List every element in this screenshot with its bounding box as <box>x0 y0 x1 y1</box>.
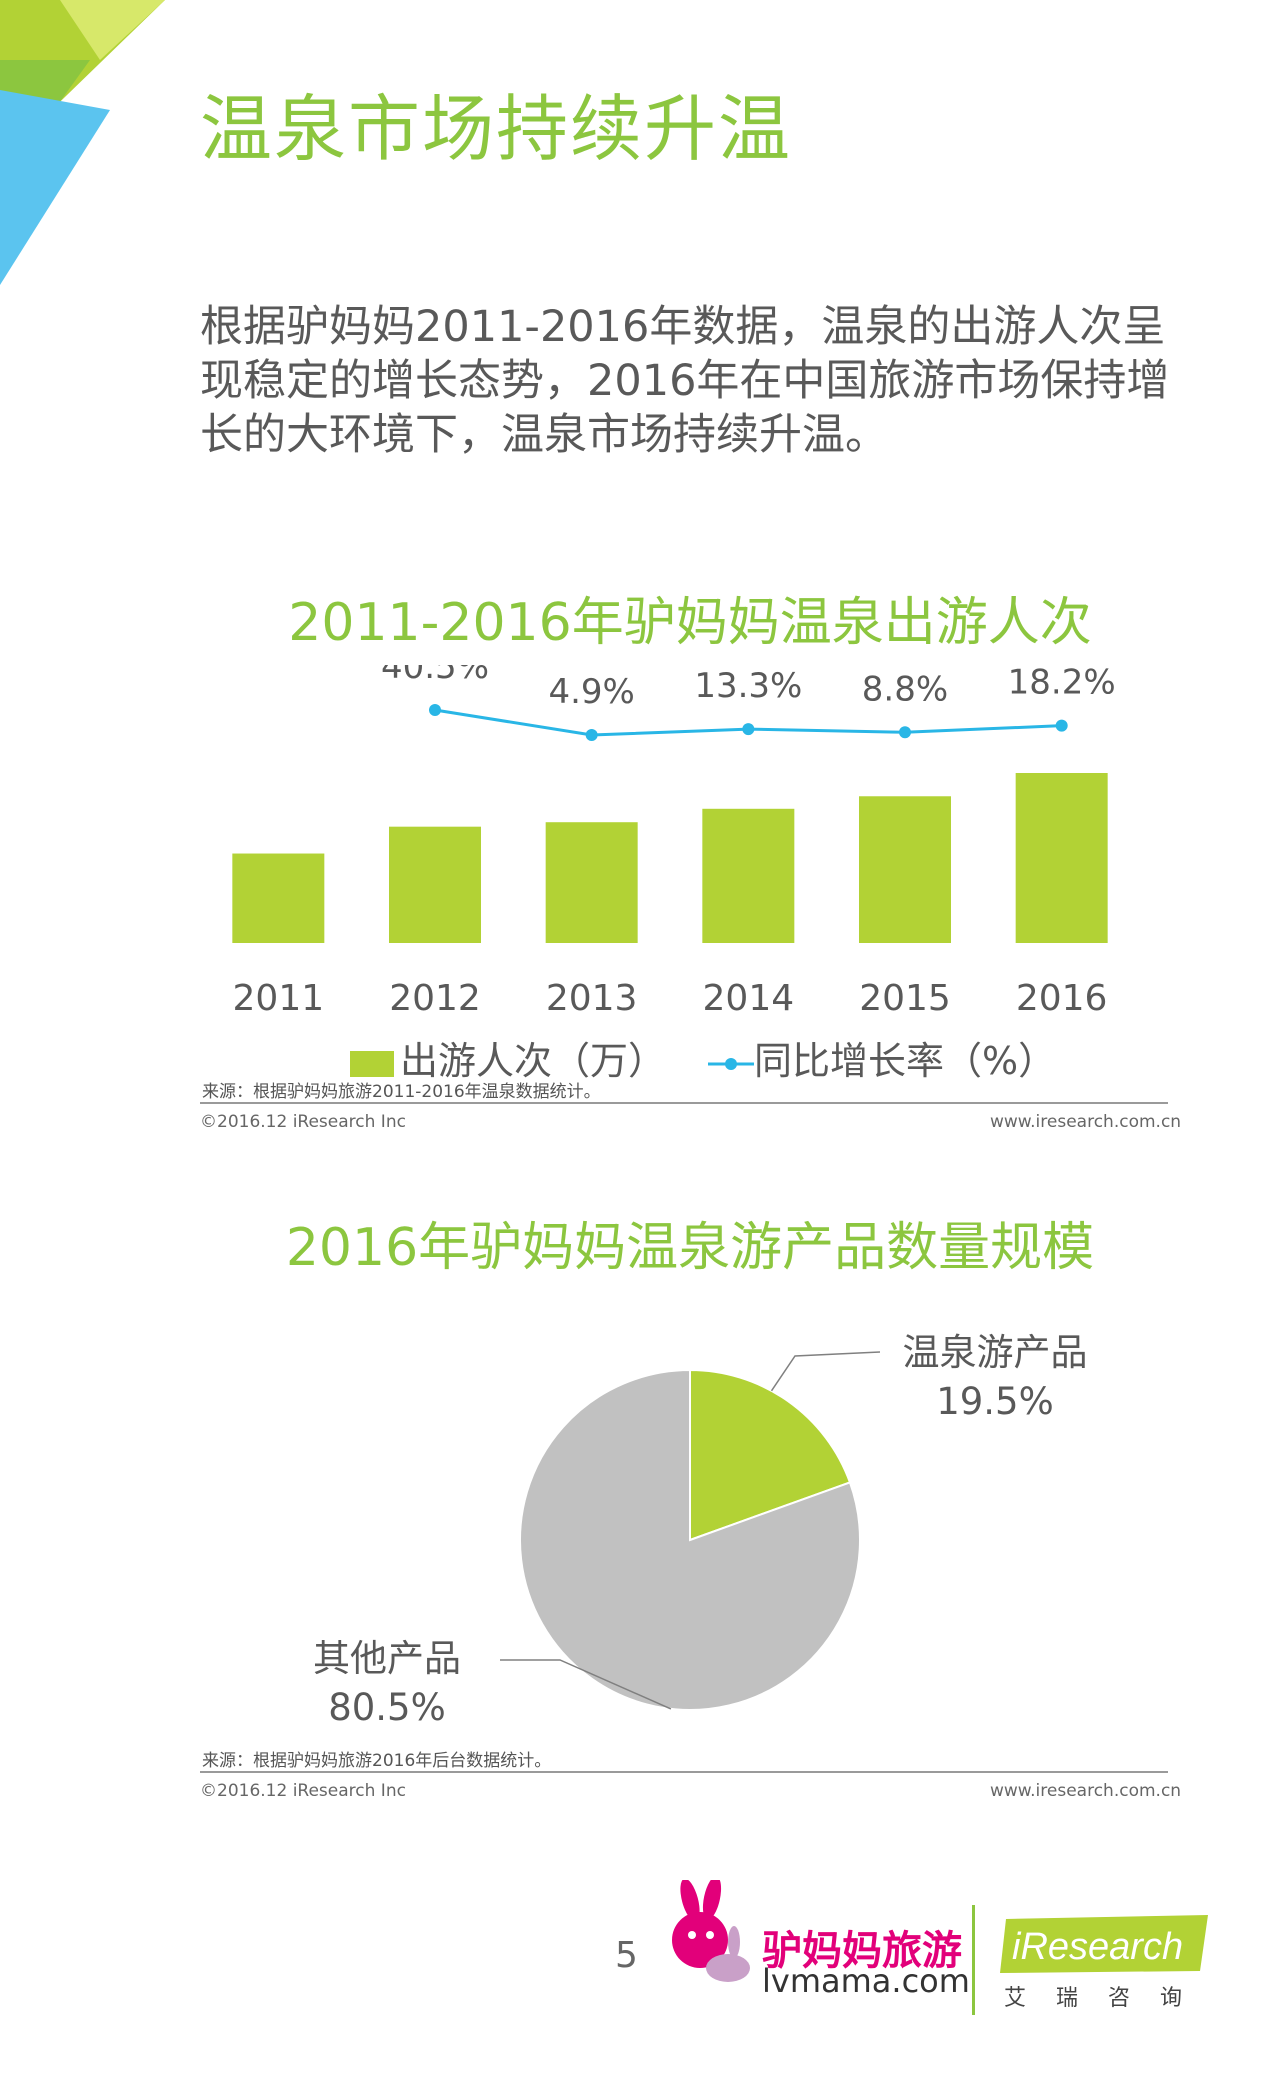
chart1-website: www.iresearch.com.cn <box>990 1112 1182 1132</box>
pie-slice-0 <box>689 1368 852 1542</box>
bar-2014 <box>702 808 795 943</box>
bar-2013 <box>545 822 638 943</box>
bar-line-chart: 2011 2012 40.5% 2013 4.9% 2014 13.3% 2015 8.8% 20… <box>232 665 1116 1019</box>
x-tick-2014: 2014 <box>703 978 795 1019</box>
lvmama-logo-domain: lvmama.com <box>762 1962 970 2000</box>
chart1-copyright: ©2016.12 iResearch Inc <box>200 1112 406 1132</box>
chart1-source: 来源：根据驴妈妈旅游2011-2016年温泉数据统计。 <box>202 1082 601 1102</box>
growth-point-2015 <box>899 726 911 739</box>
chart2-website: www.iresearch.com.cn <box>990 1781 1182 1801</box>
legend-line-label: 同比增长率（%） <box>754 1039 1057 1083</box>
growth-label-2015: 8.8% <box>862 669 948 709</box>
x-tick-2013: 2013 <box>546 978 638 1019</box>
iresearch-logo-text: iResearch <box>1012 1926 1183 1968</box>
bar-2015 <box>859 796 951 943</box>
chart2-copyright: ©2016.12 iResearch Inc <box>200 1781 406 1801</box>
pie-label-hot-spring: 温泉游产品 <box>902 1331 1088 1374</box>
growth-point-2012 <box>429 704 441 716</box>
x-tick-2012: 2012 <box>389 978 481 1019</box>
growth-point-2016 <box>1055 719 1068 732</box>
chart2-source: 来源：根据驴妈妈旅游2016年后台数据统计。 <box>202 1751 552 1771</box>
legend-bar: 出游人次（万） <box>350 1030 666 1085</box>
leader-hot-spring <box>770 1351 881 1392</box>
bar-2011 <box>232 853 325 943</box>
donkey-logo-icon <box>672 1880 750 1982</box>
bar-2016 <box>1015 773 1108 943</box>
growth-label-2014: 13.3% <box>694 666 802 706</box>
corner-decoration <box>0 0 165 285</box>
page-number: 5 <box>615 1935 638 1976</box>
intro-paragraph: 根据驴妈妈2011-2016年数据，温泉的出游人次呈现稳定的增长态势，2016年… <box>200 302 1170 460</box>
chart2-title: 2016年驴妈妈温泉游产品数量规模 <box>285 1218 1095 1278</box>
legend-line-swatch <box>708 1057 754 1070</box>
pie-slice-1 <box>519 1368 861 1711</box>
chart1-title: 2011-2016年驴妈妈温泉出游人次 <box>288 593 1092 653</box>
iresearch-logo-cn: 艾瑞咨询 <box>1004 1986 1213 2011</box>
x-tick-2016: 2016 <box>1016 978 1108 1019</box>
growth-point-2014 <box>742 723 755 736</box>
pie-label-other: 其他产品 <box>313 1637 461 1680</box>
pie-value-hot-spring: 19.5% <box>936 1380 1054 1423</box>
x-tick-2015: 2015 <box>859 978 951 1019</box>
pie-value-other: 80.5% <box>328 1686 446 1729</box>
chart1-divider <box>200 1102 1168 1104</box>
leader-other <box>500 1659 672 1710</box>
iresearch-logo: iResearch <box>1000 1915 1208 1973</box>
legend-bar-label: 出游人次（万） <box>400 1039 667 1083</box>
bar-2012 <box>389 826 481 943</box>
pie-chart <box>500 1351 881 1711</box>
chart2-divider <box>200 1771 1168 1773</box>
lvmama-logo-text: 驴妈妈旅游 <box>762 1928 962 1974</box>
page-title: 温泉市场持续升温 <box>200 87 793 171</box>
legend-line: 同比增长率（%） <box>708 1030 1056 1085</box>
x-tick-2011: 2011 <box>233 978 325 1019</box>
legend-bar-swatch <box>350 1050 394 1077</box>
growth-label-2016: 18.2% <box>1008 665 1116 703</box>
growth-point-2013 <box>585 729 598 741</box>
growth-label-2012: 40.5% <box>381 665 489 687</box>
logo-divider <box>972 1905 975 2015</box>
growth-label-2013: 4.9% <box>548 672 634 712</box>
